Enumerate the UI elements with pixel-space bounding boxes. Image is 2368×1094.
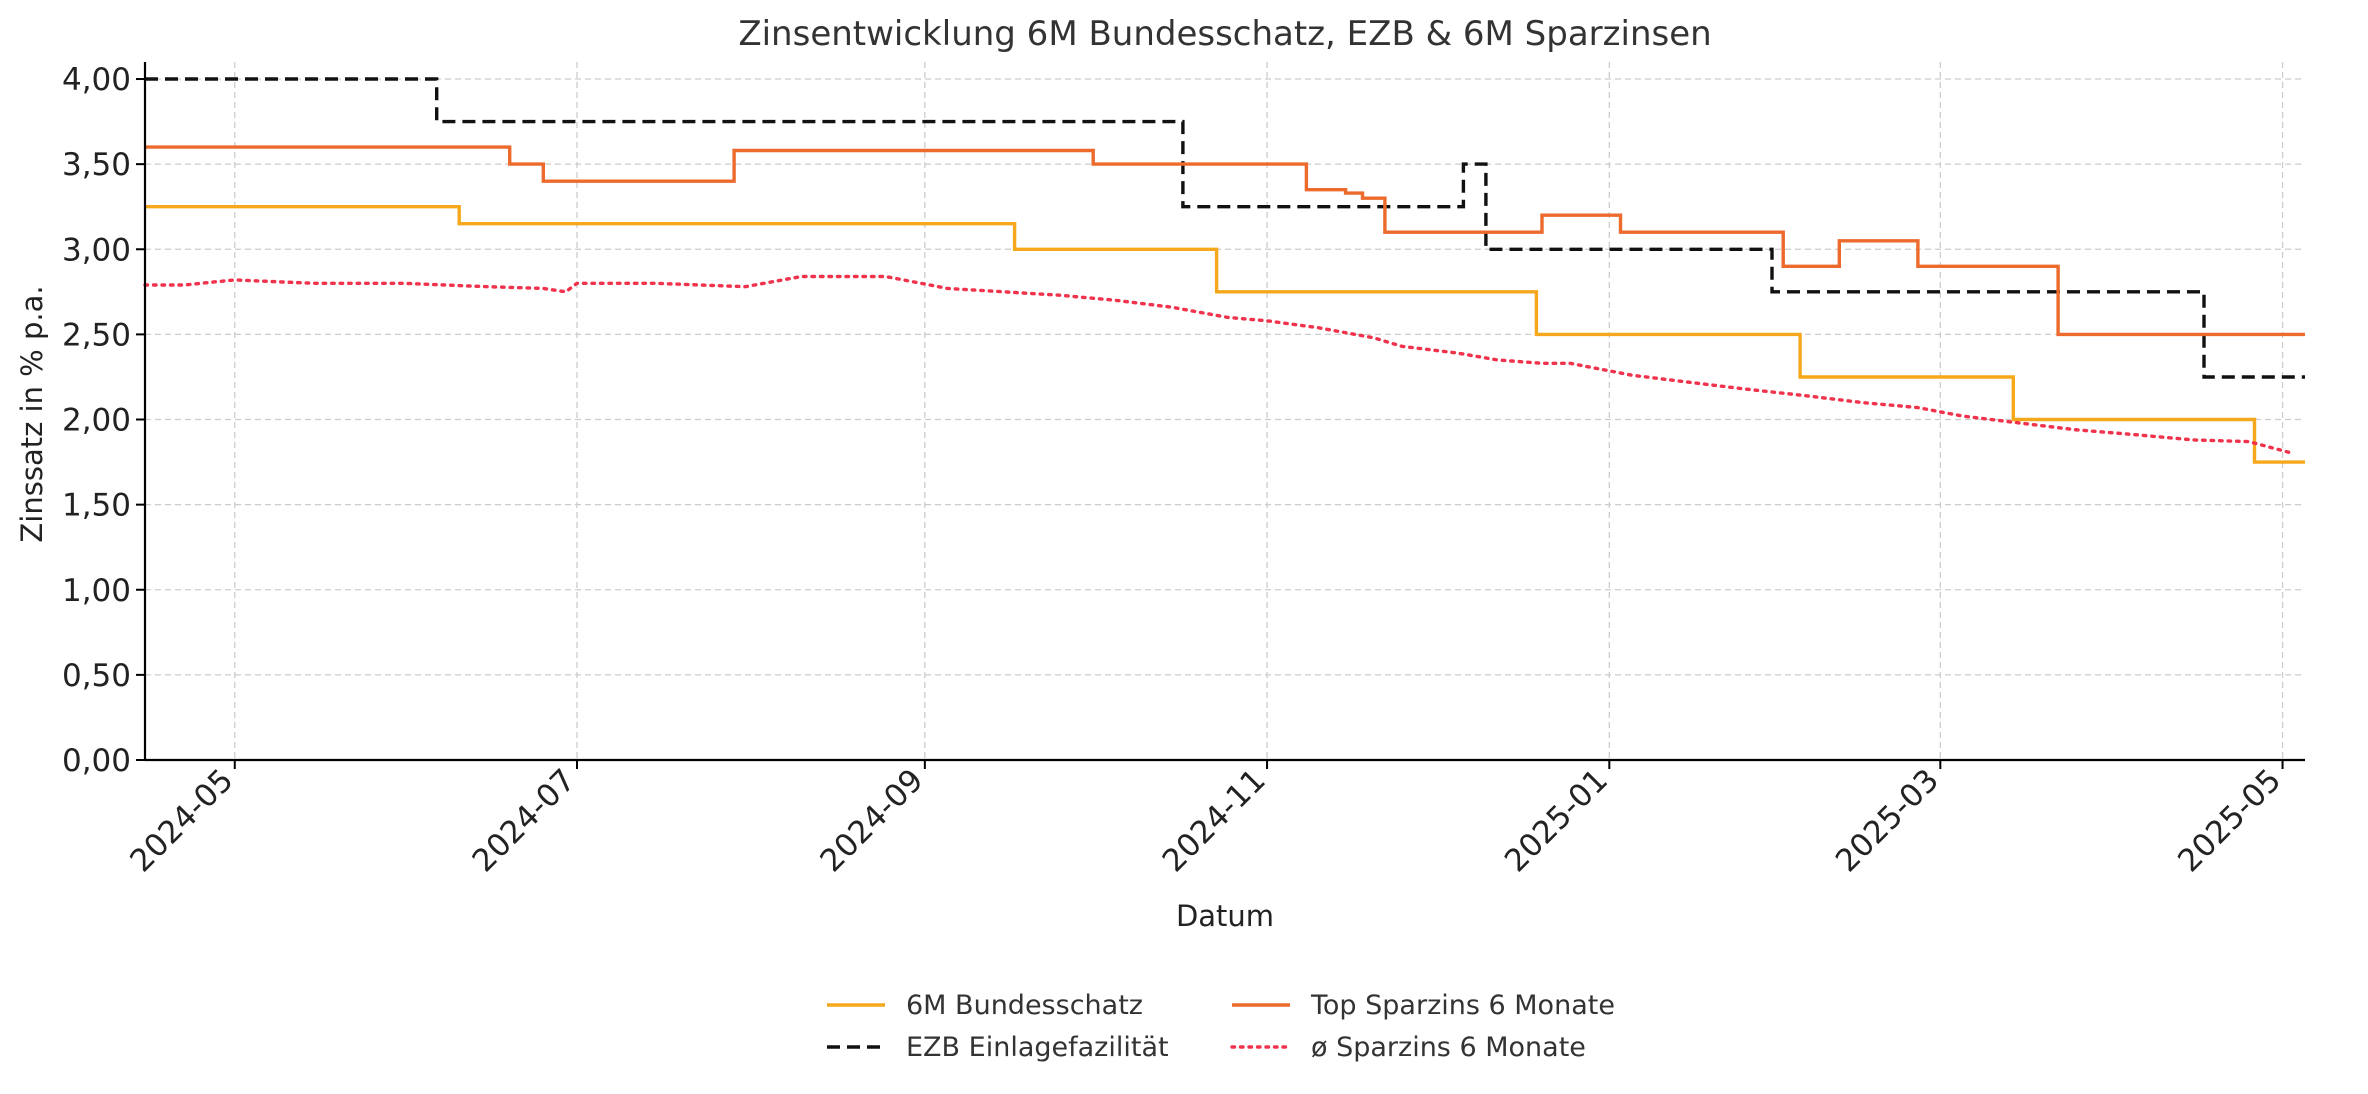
legend-label-1: 6M Bundesschatz (906, 990, 1143, 1021)
y-tick-label: 1,50 (62, 488, 131, 524)
x-tick-label: 2024-11 (1156, 762, 1273, 879)
series-line-4 (143, 274, 2296, 456)
series-layer (143, 77, 2305, 464)
x-tick-label: 2024-07 (466, 762, 583, 879)
y-tick-label: 2,00 (62, 403, 131, 439)
y-tick-label: 2,50 (62, 317, 131, 353)
x-tick-label: 2024-09 (813, 762, 930, 879)
y-axis-title: Zinssatz in % p.a. (15, 285, 49, 542)
x-tick-label: 2024-05 (123, 762, 240, 879)
series-line-2 (145, 77, 2305, 379)
grid (145, 62, 2305, 761)
y-tick-label: 0,00 (62, 743, 131, 779)
series-line-1 (145, 205, 2305, 464)
legend-label-4: ø Sparzins 6 Monate (1311, 1032, 1586, 1063)
y-tick-label: 0,50 (62, 658, 131, 694)
legend-label-2: EZB Einlagefazilität (906, 1032, 1169, 1063)
legend: 6M Bundesschatz EZB Einlagefazilität Top S… (827, 990, 1615, 1063)
chart-title: Zinsentwicklung 6M Bundesschatz, EZB & 6… (738, 14, 1711, 54)
y-tick-label: 4,00 (62, 62, 131, 98)
series-line-3 (145, 145, 2305, 337)
x-axis-title: Datum (1176, 899, 1274, 933)
y-axis-ticks: 0,00 0,50 1,00 1,50 2,00 2,50 3,00 3,50 4,00 (62, 62, 145, 779)
y-tick-label: 3,50 (62, 147, 131, 183)
x-axis-ticks: 2024-05 2024-07 2024-09 2024-11 2025-01 2025-… (123, 760, 2288, 879)
y-tick-label: 3,00 (62, 232, 131, 268)
legend-label-3: Top Sparzins 6 Monate (1310, 990, 1615, 1021)
y-tick-label: 1,00 (62, 573, 131, 609)
axes (143, 62, 2305, 762)
x-tick-label: 2025-05 (2171, 762, 2288, 879)
x-tick-label: 2025-03 (1829, 762, 1946, 879)
x-tick-label: 2025-01 (1498, 762, 1615, 879)
